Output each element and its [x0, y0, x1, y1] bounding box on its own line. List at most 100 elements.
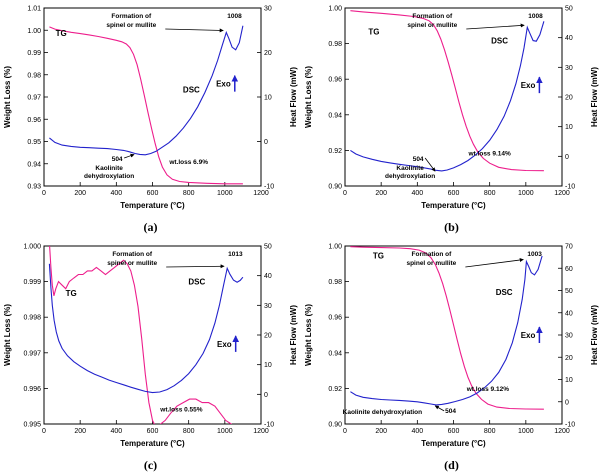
left-axis-label: Weight Loss (%) [304, 304, 313, 366]
x-tick-label: 400 [411, 428, 423, 435]
formation-annotation: Formation of spinel or mullite 1008 [407, 13, 543, 30]
svg-text:spinel or mullite: spinel or mullite [406, 260, 456, 267]
left-tick-label: 0.92 [328, 386, 342, 393]
svg-text:dehydroxylation: dehydroxylation [84, 173, 134, 180]
chart-d-plot: 0 200 400 600 800 1000 12000.900.920.940.960.9… [304, 244, 599, 449]
exo-annotation: Exo [521, 76, 543, 94]
x-tick-label: 600 [147, 190, 159, 197]
x-tick-label: 1000 [518, 428, 534, 435]
chart-caption: (c) [143, 458, 158, 472]
plot-frame [43, 245, 262, 425]
right-tick-label: 30 [565, 333, 573, 340]
x-tick-label: 200 [74, 190, 86, 197]
left-tick-label: 1.00 [328, 6, 342, 13]
x-tick-label: 1200 [253, 190, 269, 197]
svg-text:Kaolinite: Kaolinite [396, 165, 424, 172]
tg-curve [350, 246, 544, 410]
dsc-label: DSC [188, 278, 205, 287]
left-tick-label: 0.96 [27, 117, 41, 124]
x-tick-label: 200 [74, 428, 86, 435]
left-axis-label: Weight Loss (%) [3, 66, 12, 128]
right-tick-label: 20 [264, 333, 272, 340]
formation-annotation: Formation of spinel or mullite 1003 [406, 251, 542, 268]
x-axis-ticks: 0 200 400 600 800 1000 1200 [343, 420, 570, 435]
left-tick-label: 0.995 [23, 422, 41, 429]
right-tick-label: 10 [565, 377, 573, 384]
right-tick-label: -10 [565, 184, 575, 191]
svg-text:Formation of: Formation of [412, 251, 453, 258]
right-tick-label: 20 [264, 50, 272, 57]
svg-text:Kaolinite: Kaolinite [95, 165, 123, 172]
right-tick-label: 10 [565, 124, 573, 131]
left-tick-label: 0.98 [27, 72, 41, 79]
right-tick-label: 20 [565, 95, 573, 102]
right-axis-label: Heat Flow (mW) [289, 67, 298, 127]
left-tick-label: 0.99 [27, 50, 41, 57]
dehydroxylation-temperature-label: 504 [112, 156, 123, 163]
peak-temperature-label: 1008 [227, 13, 242, 20]
svg-text:Formation of: Formation of [111, 13, 152, 20]
right-tick-label: -10 [565, 422, 575, 429]
x-tick-label: 0 [343, 190, 347, 197]
left-tick-label: 0.94 [27, 161, 41, 168]
right-tick-label: 0 [565, 154, 569, 161]
tg-label: TG [373, 251, 384, 260]
left-tick-label: 0.997 [23, 350, 41, 357]
peak-temperature-label: 1003 [527, 251, 542, 258]
x-tick-label: 800 [183, 190, 195, 197]
svg-text:Kaolinite dehydroxylation: Kaolinite dehydroxylation [343, 409, 422, 416]
left-tick-label: 0.96 [328, 77, 342, 84]
right-tick-label: 20 [565, 355, 573, 362]
left-tick-label: 0.94 [328, 350, 342, 357]
chart-cell-c: 0 200 400 600 800 1000 1200 0.995 0.996 0.997 0.99… [0, 238, 301, 476]
dsc-curve [48, 263, 244, 394]
svg-text:Formation of: Formation of [412, 13, 453, 20]
svg-text:spinel or mullite: spinel or mullite [107, 260, 157, 267]
exo-annotation: Exo [521, 326, 543, 343]
x-axis-label: Temperature (°C) [120, 439, 185, 448]
tg-label: TG [66, 289, 77, 298]
x-axis-label: Temperature (°C) [120, 201, 185, 210]
exo-annotation: Exo [216, 74, 239, 92]
x-tick-label: 800 [484, 190, 496, 197]
right-tick-label: 10 [264, 362, 272, 369]
formation-annotation: Formation of spinel or mullite 1008 [106, 13, 242, 33]
left-tick-label: 0.94 [328, 112, 342, 119]
left-tick-label: 1.00 [328, 244, 342, 251]
x-axis-label: Temperature (°C) [421, 439, 486, 448]
chart-caption: (d) [444, 458, 459, 472]
right-tick-label: 70 [565, 244, 573, 251]
dsc-curve [350, 21, 545, 172]
chart-b-plot: 0 200 400 600 800 1000 12000.900.920.940.960.9… [304, 6, 599, 211]
right-axis-label: Heat Flow (mW) [590, 67, 599, 127]
x-tick-label: 400 [110, 190, 122, 197]
dehydroxylation-temperature-label: 504 [413, 156, 424, 163]
tg-curve [49, 246, 233, 424]
chart-cell-a: 0 200 400 600 800 1000 1200 0.93 0.94 0.95 0.96 0.9… [0, 0, 301, 238]
dsc-label: DSC [496, 288, 513, 297]
left-tick-label: 1.01 [27, 6, 41, 13]
left-tick-label: 1.000 [23, 244, 41, 251]
wt-loss-label: wt.loss 0.55% [159, 407, 202, 414]
left-tick-label: 0.93 [27, 184, 41, 191]
left-axis-label: Weight Loss (%) [304, 66, 313, 128]
x-tick-label: 1000 [518, 190, 534, 197]
dsc-label: DSC [183, 86, 200, 95]
x-axis-ticks: 0 200 400 600 800 1000 1200 [343, 182, 570, 197]
peak-temperature-label: 1008 [528, 13, 543, 20]
tg-curve [350, 10, 544, 172]
x-tick-label: 800 [484, 428, 496, 435]
wt-loss-label: wt.loss 6.9% [168, 159, 208, 166]
x-tick-label: 1200 [253, 428, 269, 435]
tg-label: TG [368, 28, 379, 37]
x-tick-label: 0 [42, 428, 46, 435]
right-axis-ticks: -10 0 10 20 30 40 50 [558, 6, 575, 191]
right-tick-label: 0 [264, 392, 268, 399]
peak-temperature-label: 1013 [228, 251, 243, 258]
x-tick-label: 200 [375, 190, 387, 197]
right-tick-label: 50 [565, 288, 573, 295]
x-tick-label: 200 [375, 428, 387, 435]
left-tick-label: 0.92 [328, 148, 342, 155]
